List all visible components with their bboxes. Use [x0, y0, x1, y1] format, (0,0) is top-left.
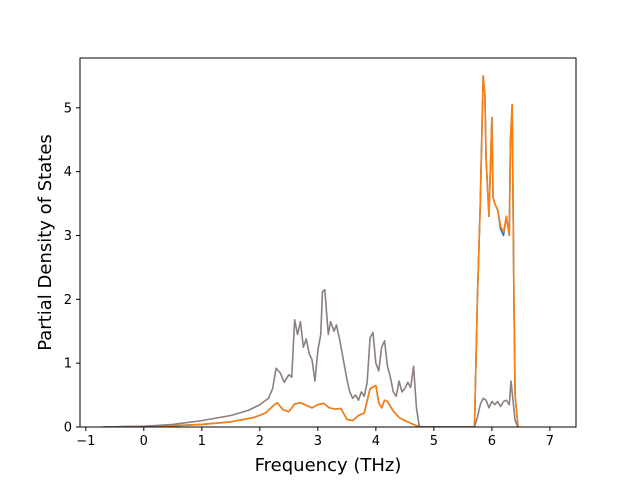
x-tick-label: 6 — [488, 434, 496, 449]
series-line-1 — [103, 75, 519, 427]
series-line-2 — [103, 75, 519, 427]
y-axis-label: Partial Density of States — [35, 134, 56, 351]
series-layer — [103, 75, 519, 427]
x-tick-label: −1 — [76, 434, 95, 449]
y-tick-label: 1 — [64, 357, 72, 372]
y-tick-label: 3 — [64, 229, 72, 244]
x-tick-label: 1 — [198, 434, 206, 449]
y-axis-ticks: 0 1 2 3 4 5 — [64, 101, 80, 436]
x-tick-label: 5 — [430, 434, 438, 449]
y-tick-label: 4 — [64, 165, 72, 180]
y-tick-label: 5 — [64, 101, 72, 116]
series-line-3 — [103, 288, 519, 427]
x-tick-label: 4 — [372, 434, 380, 449]
x-tick-label: 3 — [314, 434, 322, 449]
x-tick-label: 2 — [256, 434, 264, 449]
x-tick-label: 0 — [140, 434, 148, 449]
plot-frame — [79, 57, 577, 428]
y-tick-label: 2 — [64, 293, 72, 308]
x-axis-label: Frequency (THz) — [255, 455, 402, 476]
x-tick-label: 7 — [546, 434, 554, 449]
x-axis-ticks: −1 0 1 2 3 4 5 6 7 — [76, 427, 554, 449]
y-tick-label: 0 — [64, 421, 72, 436]
